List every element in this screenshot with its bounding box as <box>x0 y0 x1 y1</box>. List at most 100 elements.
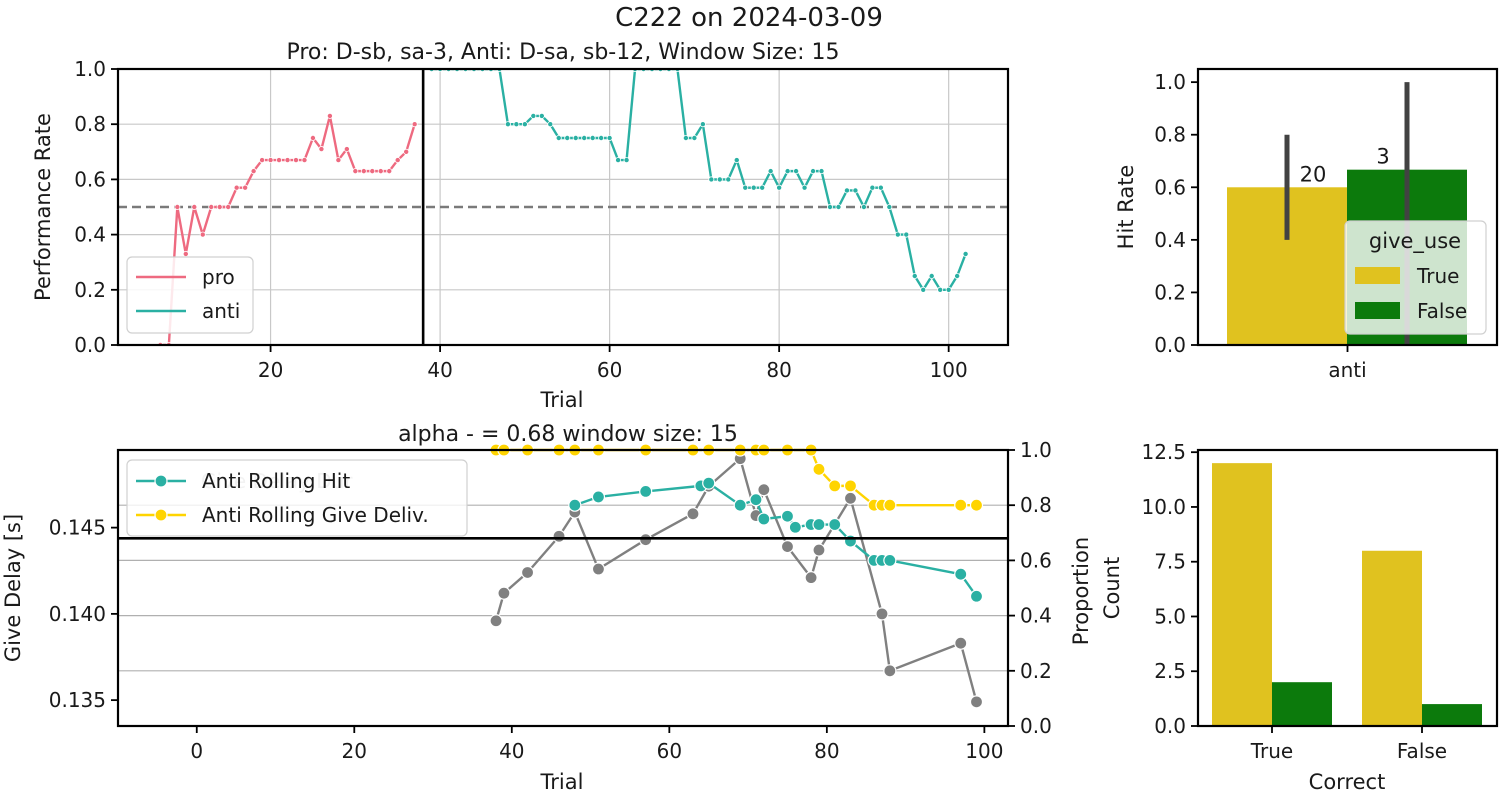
hitrate-ylabel: Hit Rate <box>1114 165 1138 250</box>
pro-point <box>259 157 266 164</box>
give-delay-dur-point <box>520 565 535 580</box>
delay-title: alpha - = 0.68 window size: 15 <box>398 422 738 447</box>
delay-ytick-right-label: 0.8 <box>1020 493 1052 517</box>
anti-point <box>623 157 630 164</box>
pro-point <box>318 146 325 153</box>
anti-point <box>691 134 698 141</box>
pro-point <box>284 157 291 164</box>
hitrate-count-label: 3 <box>1376 145 1389 169</box>
give-delay-dur-point <box>780 539 795 554</box>
anti-point <box>818 168 825 175</box>
hitrate-xtick-label: anti <box>1328 358 1366 382</box>
delay-ytick-right-label: 1.0 <box>1020 438 1052 462</box>
delay-xtick-label: 60 <box>657 739 682 763</box>
count-ytick-label: 7.5 <box>1154 550 1186 574</box>
legend-false-label: False <box>1417 299 1467 323</box>
hitrate-ytick-label: 0.2 <box>1154 280 1186 304</box>
hitrate-ytick-label: 0.0 <box>1154 333 1186 357</box>
perf-ytick-label: 0.0 <box>74 333 106 357</box>
anti-rolling-hit-point <box>568 498 582 512</box>
anti-rolling-hit-point <box>780 509 795 523</box>
anti-rolling-hit-point <box>883 553 897 568</box>
anti-point <box>750 184 757 191</box>
count-frame <box>1196 448 1499 728</box>
anti-point <box>962 250 969 257</box>
anti-point <box>759 184 766 191</box>
legend-false-swatch <box>1355 302 1400 319</box>
perf-ylabel: Performance Rate <box>31 113 55 301</box>
anti-point <box>589 134 596 141</box>
anti-point <box>699 121 706 128</box>
pro-point <box>326 112 333 119</box>
anti-point <box>564 134 571 141</box>
anti-rolling-give-deliv-point <box>969 498 984 512</box>
anti-point <box>860 203 867 210</box>
perf-xtick-label: 40 <box>427 358 452 382</box>
anti-rolling-give-deliv-point <box>843 479 858 493</box>
delay-ytick-right-label: 0.6 <box>1020 548 1052 572</box>
delay-ylabel: Give Delay [s] <box>1 514 25 662</box>
anti-point <box>954 272 961 279</box>
anti-rolling-hit-point <box>828 517 842 532</box>
anti-point <box>572 134 579 141</box>
delay-xtick-label: 80 <box>814 739 839 763</box>
anti-point <box>606 134 613 141</box>
anti-point <box>835 203 842 210</box>
anti-point <box>928 272 935 279</box>
delay-legend: Anti Rolling Hit Anti Rolling Give Deliv. <box>126 459 468 537</box>
give-delay-dur-point <box>489 614 503 628</box>
perf-ytick-label: 0.4 <box>74 223 106 247</box>
count-xtick-label: False <box>1397 739 1447 763</box>
pro-point <box>267 157 274 164</box>
anti-rolling-hit-point <box>639 484 653 498</box>
pro-point <box>191 203 198 210</box>
count-bar-false <box>1272 682 1332 726</box>
delay-legend-box <box>126 459 468 537</box>
hitrate-ytick-label: 0.4 <box>1154 228 1186 252</box>
legend-label: Anti Rolling Hit <box>202 469 350 493</box>
anti-rolling-hit-point <box>969 589 984 603</box>
hitrate-legend: give_use True False <box>1344 220 1487 335</box>
perf-ytick-label: 0.2 <box>74 278 106 302</box>
delay-ylabel-right: Proportion <box>1069 537 1093 645</box>
give-delay-dur-point <box>591 562 606 576</box>
legend-swatch-marker <box>154 508 168 522</box>
anti-point <box>843 187 850 194</box>
delay-ytick-label: 0.140 <box>49 602 106 626</box>
perf-plot-area <box>118 69 1008 345</box>
anti-point <box>869 184 876 191</box>
legend-swatch-marker <box>154 474 168 488</box>
count-bar-false <box>1422 704 1482 726</box>
give-delay-dur-point <box>639 533 653 547</box>
count-bar-true <box>1362 550 1422 726</box>
pro-point <box>335 157 342 164</box>
pro-point <box>250 168 257 175</box>
perf-ytick-label: 1.0 <box>74 57 106 81</box>
hitrate-count-label: 20 <box>1300 162 1327 186</box>
anti-point <box>538 112 545 119</box>
perf-title: Pro: D-sb, sa-3, Anti: D-sa, sb-12, Wind… <box>286 40 839 65</box>
delay-ytick-right-label: 0.2 <box>1020 659 1052 683</box>
delay-xtick-label: 0 <box>190 739 203 763</box>
anti-point <box>827 203 834 210</box>
anti-point <box>801 184 808 191</box>
perf-xtick-label: 80 <box>766 358 791 382</box>
give-delay-dur-point <box>843 491 858 505</box>
anti-rolling-hit-point <box>788 520 802 534</box>
anti-point <box>920 286 927 293</box>
pro-point <box>242 184 249 191</box>
give-delay-dur-point <box>804 571 818 585</box>
anti-point <box>555 134 562 141</box>
pro-point <box>386 168 393 175</box>
anti-point <box>708 176 715 183</box>
anti-rolling-hit-point <box>733 498 747 512</box>
pro-point <box>233 184 240 191</box>
pro-point <box>411 121 418 128</box>
give-delay-dur-line <box>494 457 978 703</box>
anti-point <box>776 184 783 191</box>
delay-ytick-label: 0.135 <box>49 688 106 712</box>
count-bars <box>1212 463 1482 726</box>
delay-xlabel: Trial <box>540 770 584 794</box>
legend-pro-label: pro <box>202 265 235 289</box>
anti-point <box>903 231 910 238</box>
